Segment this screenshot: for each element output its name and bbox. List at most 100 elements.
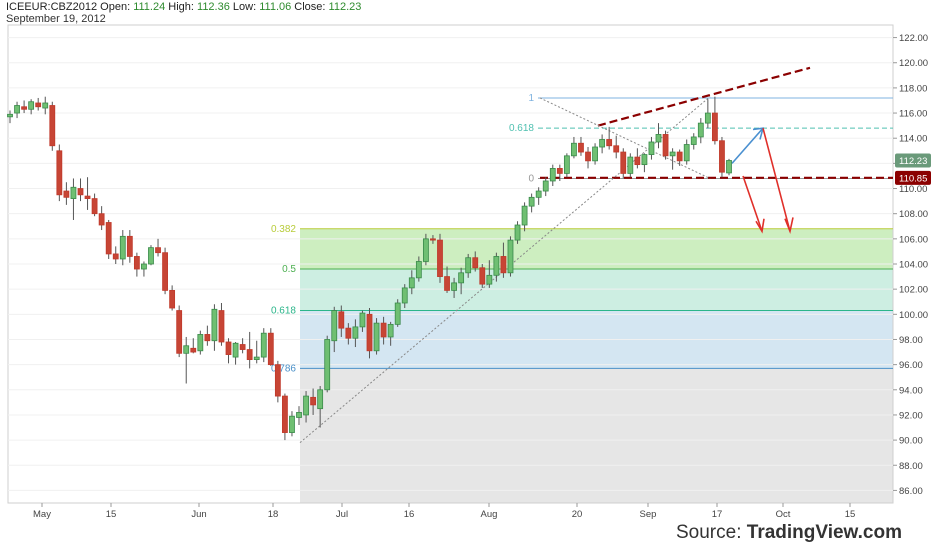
candle-body: [289, 415, 295, 433]
x-tick-label: Jul: [336, 509, 348, 520]
high-label: High:: [168, 1, 194, 13]
candle: [556, 164, 563, 181]
candle: [380, 316, 387, 345]
x-tick-label: 16: [404, 509, 415, 520]
candle: [620, 148, 627, 179]
candle-body: [422, 238, 429, 262]
candle: [14, 101, 20, 119]
candle: [345, 323, 352, 345]
candle: [359, 310, 366, 332]
candle: [105, 219, 112, 259]
candle: [63, 182, 70, 205]
y-tick-label: 88.00: [899, 461, 923, 472]
candle: [458, 267, 465, 295]
x-tick-label: May: [33, 509, 51, 520]
candle: [373, 318, 380, 355]
candle: [486, 260, 493, 288]
candle: [719, 136, 725, 178]
candle: [119, 230, 126, 266]
candle-body: [274, 364, 281, 397]
candle: [542, 177, 549, 197]
candle-body: [408, 277, 415, 289]
candle-body: [126, 235, 133, 257]
y-tick-label: 100.00: [899, 310, 928, 321]
candle: [648, 136, 655, 160]
y-tick-label: 86.00: [899, 486, 923, 497]
candle: [627, 153, 634, 178]
candle: [366, 308, 373, 359]
candle: [528, 193, 535, 213]
price-badge: [895, 170, 931, 185]
candle: [91, 193, 98, 217]
y-tick-label: 110.00: [899, 184, 927, 195]
candle: [514, 221, 521, 244]
candle-body: [472, 257, 479, 269]
x-tick-label: Aug: [481, 509, 498, 520]
candle: [21, 100, 27, 114]
candle-body: [296, 412, 302, 418]
candle: [451, 277, 457, 298]
fib-top-label: 0.618: [509, 123, 534, 134]
candle-body: [394, 302, 401, 325]
candle-body: [634, 156, 641, 166]
red-arrow-head-2: [755, 218, 765, 234]
candle: [422, 233, 429, 266]
y-tick-label: 122.00: [899, 33, 928, 44]
price-badge: [895, 153, 931, 168]
candle: [126, 230, 133, 263]
candle: [204, 325, 211, 346]
candle: [726, 158, 732, 176]
x-tick-label: Oct: [776, 509, 791, 520]
candle-body: [599, 139, 606, 148]
blue-projection-arrow: [731, 127, 764, 164]
candle: [239, 338, 246, 354]
fib-zone: [300, 368, 893, 503]
candle: [338, 305, 345, 337]
candle-body: [669, 151, 676, 157]
candle-body: [387, 323, 394, 338]
candle: [148, 245, 154, 266]
candle-body: [253, 356, 260, 360]
low-label: Low:: [232, 1, 257, 13]
candle-body: [592, 146, 598, 162]
candle-body: [112, 253, 119, 260]
candle: [141, 261, 147, 277]
candle-body: [641, 154, 648, 166]
candle: [267, 328, 274, 366]
candle: [296, 406, 302, 426]
candle: [430, 235, 436, 244]
open-label: Open:: [100, 1, 131, 13]
source-prefix: Source:: [676, 522, 742, 543]
candle-body: [239, 344, 246, 350]
candle-body: [317, 389, 324, 410]
candle-body: [401, 287, 408, 304]
candle-body: [70, 186, 77, 199]
candle-body: [465, 257, 472, 274]
candle-body: [35, 102, 42, 108]
red-arrow-head-1: [784, 217, 794, 235]
candle: [408, 270, 415, 295]
candle: [197, 330, 204, 355]
x-tick-label: Sep: [640, 509, 657, 520]
candle: [253, 340, 260, 364]
candle: [655, 123, 662, 149]
candle-body: [683, 144, 690, 162]
candle: [712, 96, 718, 145]
y-tick-label: 90.00: [899, 436, 923, 447]
candle: [641, 153, 648, 173]
candle-body: [331, 310, 338, 342]
candle-body: [148, 247, 154, 265]
candle: [352, 319, 359, 348]
candle-body: [620, 151, 627, 174]
fib-level-label: 0.382: [271, 224, 296, 235]
fib-zone: [300, 228, 893, 270]
candle-body: [246, 349, 253, 360]
y-tick-label: 108.00: [899, 209, 928, 220]
candle-body: [7, 113, 13, 118]
candle-body: [373, 322, 380, 352]
candle: [303, 391, 309, 423]
close-value: 112.23: [328, 1, 362, 13]
resistance-trendline: [597, 66, 811, 127]
candle-body: [225, 341, 232, 355]
